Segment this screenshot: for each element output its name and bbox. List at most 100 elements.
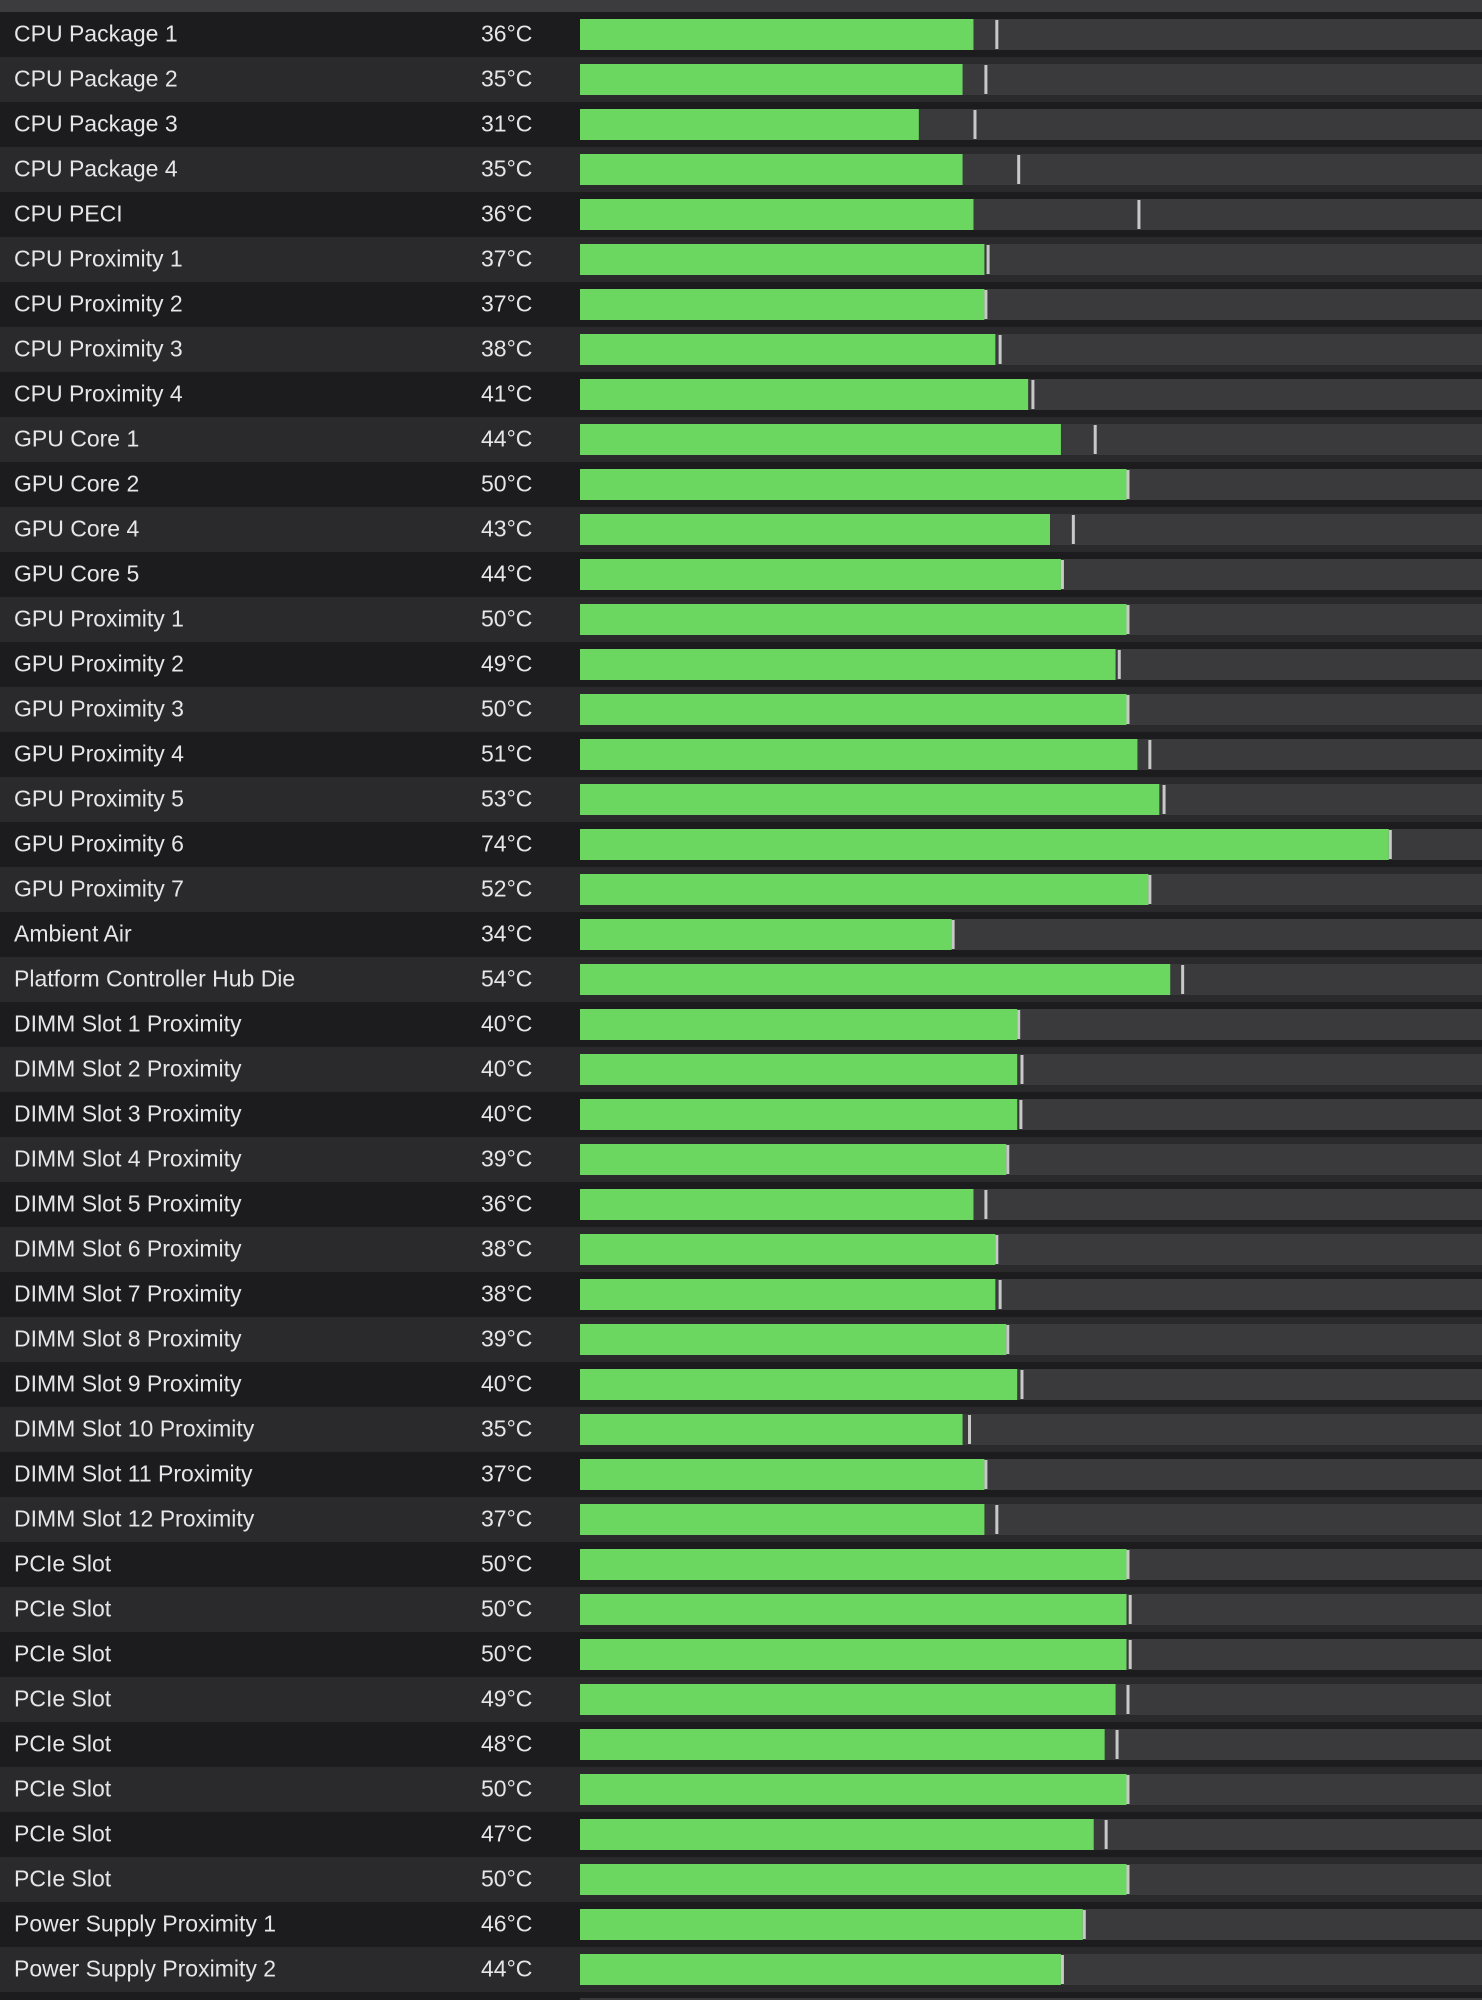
temperature-bar — [580, 1909, 1083, 1940]
sensor-value: 51°C — [481, 741, 532, 767]
max-marker — [1126, 1865, 1130, 1894]
sensor-value: 38°C — [481, 1281, 532, 1307]
max-marker — [984, 65, 988, 94]
sensor-value: 38°C — [481, 1236, 532, 1262]
sensor-value: 40°C — [481, 1101, 532, 1127]
max-marker — [1082, 1910, 1086, 1939]
temperature-bar — [580, 694, 1127, 725]
temperature-bar — [580, 829, 1389, 860]
sensor-name: DIMM Slot 5 Proximity — [14, 1191, 242, 1217]
max-marker — [1006, 1145, 1010, 1174]
temperature-bar — [580, 154, 963, 185]
sensor-value: 39°C — [481, 1326, 532, 1352]
sensor-name: DIMM Slot 7 Proximity — [14, 1281, 242, 1307]
sensor-name: CPU Package 1 — [14, 21, 178, 47]
sensor-value: 36°C — [481, 21, 532, 47]
sensor-value: 50°C — [481, 1776, 532, 1802]
max-marker — [1117, 650, 1121, 679]
partial-row — [0, 1992, 1482, 2000]
sensor-value: 50°C — [481, 1551, 532, 1577]
sensor-name: DIMM Slot 4 Proximity — [14, 1146, 242, 1172]
sensor-value: 54°C — [481, 966, 532, 992]
sensor-name: GPU Core 4 — [14, 516, 139, 542]
sensor-name: DIMM Slot 10 Proximity — [14, 1416, 255, 1442]
sensor-value: 50°C — [481, 1866, 532, 1892]
temperature-bar — [580, 964, 1171, 995]
temperature-bar — [580, 919, 952, 950]
sensor-value: 41°C — [481, 381, 532, 407]
max-marker — [1104, 1820, 1108, 1849]
temperature-bar — [580, 1369, 1018, 1400]
sensor-value: 38°C — [481, 336, 532, 362]
max-marker — [998, 1280, 1002, 1309]
temperature-bar — [580, 1639, 1127, 1670]
temperature-bar — [580, 109, 919, 140]
sensor-value: 44°C — [481, 1956, 532, 1982]
max-marker — [1128, 1640, 1132, 1669]
sensor-name: DIMM Slot 3 Proximity — [14, 1101, 242, 1127]
max-marker — [1093, 425, 1097, 454]
sensor-value: 50°C — [481, 1641, 532, 1667]
sensor-value: 52°C — [481, 876, 532, 902]
temperature-bar — [580, 1324, 1007, 1355]
max-marker — [1019, 1100, 1023, 1129]
max-marker — [984, 1190, 988, 1219]
sensor-name: CPU Package 3 — [14, 111, 178, 137]
sensor-value: 36°C — [481, 201, 532, 227]
sensor-value: 34°C — [481, 921, 532, 947]
temperature-bar — [580, 1774, 1127, 1805]
sensor-name: Power Supply Proximity 2 — [14, 1956, 276, 1982]
sensor-name: DIMM Slot 1 Proximity — [14, 1011, 242, 1037]
temperature-bar — [580, 1279, 996, 1310]
max-marker — [973, 110, 977, 139]
sensor-value: 37°C — [481, 246, 532, 272]
sensor-name: GPU Proximity 6 — [14, 831, 184, 857]
max-marker — [984, 290, 988, 319]
temperature-bar — [580, 1189, 974, 1220]
sensor-value: 35°C — [481, 1416, 532, 1442]
max-marker — [995, 1505, 999, 1534]
temperature-bar — [580, 739, 1138, 770]
max-marker — [1126, 605, 1130, 634]
max-marker — [1017, 1010, 1021, 1039]
sensor-value: 37°C — [481, 1506, 532, 1532]
sensor-name: GPU Proximity 2 — [14, 651, 184, 677]
sensor-name: PCIe Slot — [14, 1596, 112, 1622]
max-marker — [1020, 1055, 1024, 1084]
sensor-name: PCIe Slot — [14, 1686, 112, 1712]
temperature-bar — [580, 244, 985, 275]
sensor-name: PCIe Slot — [14, 1776, 112, 1802]
max-marker — [995, 1235, 999, 1264]
temperature-bar — [580, 19, 974, 50]
sensor-name: CPU Proximity 4 — [14, 381, 183, 407]
sensor-value: 48°C — [481, 1731, 532, 1757]
max-marker — [1148, 740, 1152, 769]
max-marker — [1148, 875, 1152, 904]
sensor-value: 37°C — [481, 291, 532, 317]
temperature-bar — [580, 559, 1061, 590]
sensor-name: CPU PECI — [14, 201, 123, 227]
temperature-bar — [580, 514, 1050, 545]
sensor-name: DIMM Slot 8 Proximity — [14, 1326, 242, 1352]
sensor-name: GPU Proximity 5 — [14, 786, 184, 812]
sensor-name: PCIe Slot — [14, 1821, 112, 1847]
sensor-name: DIMM Slot 12 Proximity — [14, 1506, 255, 1532]
temperature-bar — [580, 1954, 1061, 1985]
sensor-value: 43°C — [481, 516, 532, 542]
max-marker — [998, 335, 1002, 364]
sensor-name: DIMM Slot 2 Proximity — [14, 1056, 242, 1082]
sensor-value: 46°C — [481, 1911, 532, 1937]
temperature-bar — [580, 874, 1149, 905]
sensor-name: Platform Controller Hub Die — [14, 966, 295, 992]
temperature-bar — [580, 784, 1160, 815]
sensor-value: 40°C — [481, 1011, 532, 1037]
max-marker — [986, 245, 990, 274]
sensor-name: CPU Proximity 1 — [14, 246, 183, 272]
sensor-name: GPU Proximity 4 — [14, 741, 184, 767]
temperature-bar — [580, 1549, 1127, 1580]
max-marker — [1060, 560, 1064, 589]
temperature-bar — [580, 334, 996, 365]
sensor-value: 37°C — [481, 1461, 532, 1487]
max-marker — [1126, 470, 1130, 499]
